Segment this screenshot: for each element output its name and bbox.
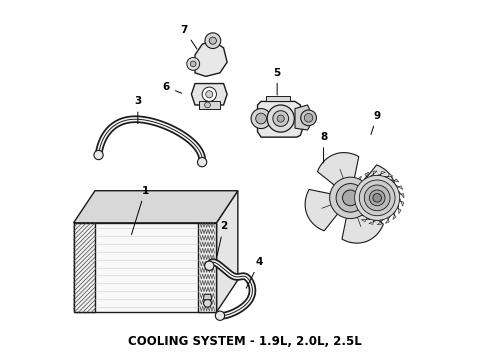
Polygon shape: [267, 96, 290, 102]
Polygon shape: [384, 174, 393, 178]
Circle shape: [330, 177, 371, 219]
Circle shape: [304, 113, 313, 122]
Circle shape: [267, 105, 294, 132]
Circle shape: [205, 261, 214, 270]
Polygon shape: [192, 84, 227, 105]
Circle shape: [256, 113, 267, 124]
Polygon shape: [198, 223, 217, 312]
Polygon shape: [377, 219, 384, 225]
Polygon shape: [391, 179, 399, 182]
Circle shape: [190, 61, 196, 67]
Polygon shape: [398, 191, 404, 198]
Polygon shape: [356, 213, 364, 217]
Polygon shape: [258, 102, 302, 137]
Polygon shape: [362, 218, 370, 222]
Circle shape: [369, 190, 385, 206]
Polygon shape: [397, 205, 401, 213]
Circle shape: [273, 111, 289, 126]
Circle shape: [373, 194, 381, 202]
Text: 6: 6: [163, 82, 182, 93]
Circle shape: [355, 175, 400, 220]
Polygon shape: [74, 223, 95, 312]
Polygon shape: [363, 165, 395, 206]
Polygon shape: [198, 102, 220, 109]
Polygon shape: [393, 211, 396, 220]
Circle shape: [94, 150, 103, 159]
Circle shape: [359, 180, 395, 216]
Circle shape: [203, 299, 211, 307]
Circle shape: [343, 190, 358, 206]
Polygon shape: [386, 216, 391, 223]
Text: 8: 8: [320, 132, 327, 163]
Polygon shape: [352, 206, 359, 211]
Circle shape: [205, 33, 220, 49]
Circle shape: [364, 185, 390, 211]
Text: 2: 2: [217, 221, 227, 256]
Polygon shape: [369, 220, 377, 224]
Polygon shape: [74, 191, 238, 223]
Text: 9: 9: [371, 111, 381, 135]
Polygon shape: [395, 185, 403, 190]
Polygon shape: [217, 191, 238, 312]
Circle shape: [205, 102, 210, 108]
Text: COOLING SYSTEM - 1.9L, 2.0L, 2.5L: COOLING SYSTEM - 1.9L, 2.0L, 2.5L: [128, 335, 362, 348]
Polygon shape: [351, 190, 355, 198]
Polygon shape: [350, 198, 356, 205]
Polygon shape: [318, 153, 359, 186]
Circle shape: [251, 109, 271, 129]
Text: 5: 5: [273, 68, 281, 95]
Text: 3: 3: [134, 96, 142, 123]
Text: 7: 7: [181, 25, 197, 49]
Polygon shape: [74, 223, 217, 312]
Polygon shape: [358, 176, 362, 185]
Circle shape: [209, 37, 217, 44]
Text: 1: 1: [131, 186, 148, 234]
Polygon shape: [353, 182, 357, 191]
Text: 4: 4: [246, 257, 263, 288]
Circle shape: [215, 311, 224, 320]
Polygon shape: [399, 198, 404, 206]
Polygon shape: [195, 41, 227, 76]
Polygon shape: [305, 189, 338, 231]
Polygon shape: [370, 171, 377, 176]
Circle shape: [336, 184, 365, 212]
Circle shape: [202, 87, 217, 102]
Polygon shape: [364, 172, 369, 180]
Polygon shape: [203, 294, 212, 300]
Circle shape: [187, 58, 199, 70]
Circle shape: [277, 115, 284, 122]
Circle shape: [301, 110, 317, 126]
Polygon shape: [342, 210, 383, 243]
Circle shape: [206, 91, 213, 98]
Circle shape: [197, 157, 207, 167]
Polygon shape: [295, 105, 309, 130]
Polygon shape: [377, 171, 386, 176]
